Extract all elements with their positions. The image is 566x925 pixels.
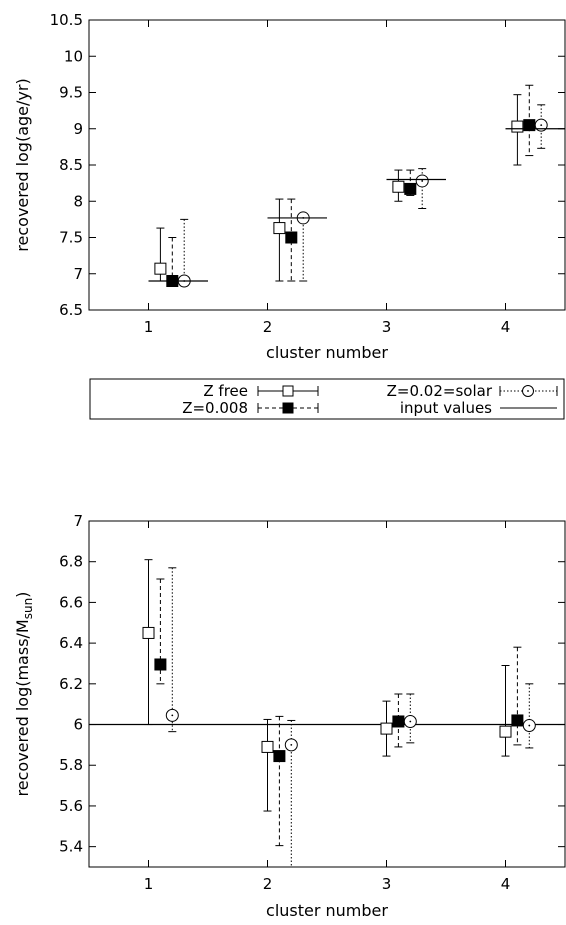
x-tick-label: 1 (144, 318, 154, 336)
legend: Z free Z=0.02=solar Z=0.008 input values (89, 378, 565, 420)
age-x-axis-label: cluster number (266, 343, 388, 362)
legend-label-z-free: Z free (203, 382, 248, 400)
y-tick-label: 7.5 (59, 229, 83, 247)
mass-plot-frame (88, 520, 566, 868)
data-point-z-free (261, 740, 274, 753)
y-tick-label: 10.5 (50, 11, 83, 29)
y-tick-label: 8 (73, 192, 83, 210)
data-point-z-solar-center (171, 714, 174, 717)
y-tick-label: 5.4 (59, 838, 83, 856)
legend-key-z-008 (257, 402, 319, 414)
mass-y-ticks: 5.4 5.6 5.8 6 6.2 6.4 6.6 6.8 7 (59, 512, 565, 856)
y-tick-label: 9 (73, 120, 83, 138)
x-tick-label: 2 (263, 875, 273, 893)
data-point-z-free (499, 725, 512, 738)
y-tick-label: 6.8 (59, 553, 83, 571)
y-tick-label: 6.2 (59, 675, 83, 693)
x-tick-label: 3 (382, 318, 392, 336)
data-point-z-solar-center (421, 180, 424, 182)
data-point-z-solar-center (290, 743, 293, 746)
legend-box (89, 378, 565, 420)
data-point-z-solar-center (409, 720, 412, 723)
y-tick-label: 6.4 (59, 634, 83, 652)
y-tick-label: 10 (64, 47, 83, 65)
age-x-ticks: 1 2 3 4 (144, 20, 511, 336)
y-tick-label: 6.5 (59, 301, 83, 319)
mass-data-marks (89, 559, 565, 868)
legend-label-z-008: Z=0.008 (182, 399, 248, 417)
data-point-z-008 (511, 714, 524, 727)
data-point-z-008 (154, 658, 167, 671)
legend-label-input-values: input values (400, 399, 492, 417)
data-point-z-solar-center (540, 124, 543, 127)
mass-panel: 5.4 5.6 5.8 6 6.2 6.4 6.6 6.8 7 1 2 3 4 cluster num… (13, 512, 566, 920)
y-tick-label: 7 (73, 512, 83, 530)
y-tick-label: 5.8 (59, 756, 83, 774)
x-tick-label: 4 (501, 875, 511, 893)
y-tick-label: 5.6 (59, 797, 83, 815)
age-y-axis-label: recovered log(age/yr) (13, 78, 32, 251)
data-point-z-008 (273, 750, 286, 763)
data-point-z-free (380, 722, 393, 735)
data-point-z-free (392, 180, 405, 193)
data-point-z-008 (392, 715, 405, 728)
y-tick-label: 6 (73, 716, 83, 734)
data-point-z-008 (285, 231, 298, 244)
legend-label-z-solar: Z=0.02=solar (387, 382, 493, 400)
data-point-z-008 (404, 182, 417, 195)
x-tick-label: 1 (144, 875, 154, 893)
legend-key-z-free (257, 385, 319, 397)
x-tick-label: 3 (382, 875, 392, 893)
data-point-z-free (142, 626, 155, 639)
age-data-marks (148, 84, 565, 288)
age-y-ticks: 6.5 7 7.5 8 8.5 9 9.5 10 10.5 (50, 11, 565, 319)
data-point-z-free (154, 262, 167, 275)
data-point-z-free (511, 120, 524, 133)
mass-x-ticks: 1 2 3 4 (144, 521, 511, 893)
mass-y-axis-label-end: ) (13, 592, 32, 598)
mass-y-axis-label-sub: sun (21, 598, 35, 619)
y-tick-label: 9.5 (59, 84, 83, 102)
y-tick-label: 6.6 (59, 593, 83, 611)
data-point-z-solar-center (528, 724, 531, 727)
x-tick-label: 2 (263, 318, 273, 336)
mass-x-axis-label: cluster number (266, 901, 388, 920)
mass-y-axis-label: recovered log(mass/Msun) (13, 592, 35, 797)
y-tick-label: 8.5 (59, 156, 83, 174)
x-tick-label: 4 (501, 318, 511, 336)
legend-key-z-solar (499, 385, 558, 397)
age-panel: 6.5 7 7.5 8 8.5 9 9.5 10 10.5 1 2 3 4 cluster numbe… (13, 11, 566, 362)
mass-y-axis-label-main: recovered log(mass/M (13, 619, 32, 796)
data-point-z-free (273, 222, 286, 235)
y-tick-label: 7 (73, 265, 83, 283)
